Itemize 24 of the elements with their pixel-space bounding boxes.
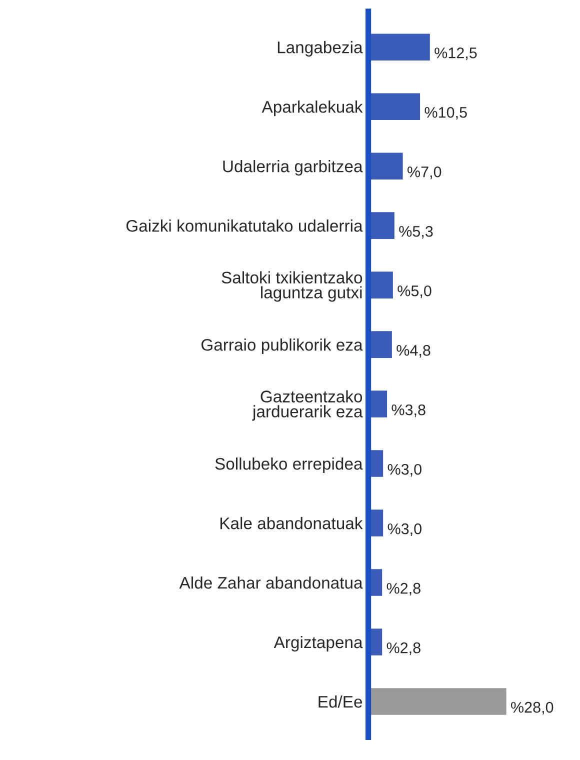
y-tick-label: Gaizki komunikatutako udalerria [126, 220, 363, 232]
data-label: %3,8 [392, 404, 426, 418]
y-tick-label: Argiztapena [274, 636, 363, 652]
data-label: %2,8 [386, 642, 420, 656]
data-label: %10,5 [424, 106, 467, 120]
y-tick-label: Langabezia [278, 41, 363, 57]
y-tick-label: Saltoki txikientzako laguntza gutxi [222, 271, 362, 302]
y-tick-label: Udalerria garbitzea [223, 160, 363, 176]
y-tick-label: Garraio publikorik eza [201, 338, 363, 354]
y-tick-label: Ed/Ee [318, 695, 362, 708]
data-label: %7,0 [408, 166, 442, 180]
data-label: %2,8 [386, 582, 420, 596]
data-label: %5,0 [398, 285, 432, 298]
data-label: %5,3 [399, 226, 433, 239]
y-tick-label: Gazteentzako jarduerarik eza [252, 390, 363, 421]
y-tick-label: Alde Zahar abandonatua [179, 576, 363, 589]
data-label: %28,0 [511, 702, 554, 715]
data-label: %3,0 [388, 464, 422, 477]
y-tick-label: Aparkalekuak [262, 100, 363, 116]
data-label: %12,5 [434, 48, 477, 60]
data-label: %3,0 [388, 523, 422, 536]
y-tick-label: Sollubeko errepidea [215, 458, 363, 474]
y-tick-label: Kale abandonatuak [220, 516, 363, 530]
data-label: %4,8 [396, 344, 430, 358]
